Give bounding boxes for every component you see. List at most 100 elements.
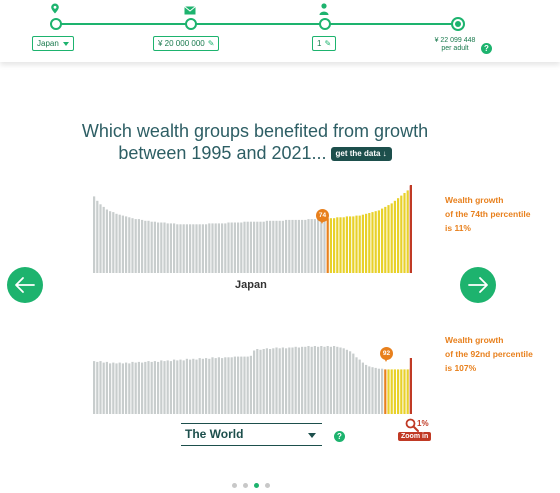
japan-bar-p3[interactable]	[99, 204, 102, 273]
japan-bar-p1[interactable]	[93, 196, 96, 273]
world-bar-p96[interactable]	[397, 369, 400, 414]
world-bar-p37[interactable]	[208, 358, 211, 414]
world-bar-p38[interactable]	[211, 357, 214, 414]
japan-bar-p11[interactable]	[125, 216, 128, 273]
japan-bar-p56[interactable]	[269, 220, 272, 273]
japan-bar-p79[interactable]	[342, 217, 345, 273]
world-bar-p87[interactable]	[368, 366, 371, 414]
world-bar-p45[interactable]	[233, 356, 236, 414]
japan-bar-p41[interactable]	[221, 223, 224, 273]
world-bar-p77[interactable]	[336, 346, 339, 414]
japan-bar-p36[interactable]	[205, 224, 208, 273]
japan-bar-p74[interactable]	[326, 218, 329, 273]
japan-bar-p26[interactable]	[173, 223, 176, 273]
world-bar-p21[interactable]	[157, 361, 160, 414]
world-bar-p74[interactable]	[326, 346, 329, 414]
japan-bar-p88[interactable]	[371, 212, 374, 273]
japan-bar-p38[interactable]	[211, 223, 214, 273]
japan-bar-p78[interactable]	[339, 217, 342, 273]
world-bar-p97[interactable]	[400, 369, 403, 414]
japan-bar-p63[interactable]	[291, 219, 294, 273]
japan-bar-p73[interactable]	[323, 219, 326, 273]
world-bar-p86[interactable]	[365, 364, 368, 414]
japan-bar-p17[interactable]	[144, 220, 147, 273]
country-select[interactable]: Japan	[32, 36, 74, 51]
world-bar-p82[interactable]	[352, 353, 355, 414]
japan-bar-p64[interactable]	[294, 219, 297, 273]
japan-bar-p65[interactable]	[297, 219, 300, 273]
world-bar-p2[interactable]	[96, 361, 99, 414]
world-bar-p36[interactable]	[205, 358, 208, 414]
world-bar-p33[interactable]	[195, 359, 198, 414]
world-bar-p9[interactable]	[118, 362, 121, 414]
japan-bar-p81[interactable]	[349, 216, 352, 273]
world-bar-p72[interactable]	[320, 346, 323, 414]
japan-bar-p97[interactable]	[400, 195, 403, 273]
world-bar-p20[interactable]	[153, 361, 156, 414]
world-bar-p17[interactable]	[144, 361, 147, 414]
world-bar-p70[interactable]	[313, 346, 316, 414]
world-top-percentile-bar[interactable]	[409, 358, 412, 414]
world-bar-p44[interactable]	[230, 357, 233, 414]
world-bar-p18[interactable]	[147, 361, 150, 414]
world-bar-p59[interactable]	[278, 348, 281, 414]
world-bar-p78[interactable]	[339, 347, 342, 415]
japan-bar-p77[interactable]	[336, 217, 339, 273]
world-bar-p12[interactable]	[128, 363, 131, 414]
japan-bar-p60[interactable]	[281, 220, 284, 273]
world-bar-p55[interactable]	[265, 348, 268, 414]
world-bar-p16[interactable]	[141, 362, 144, 414]
japan-bar-p85[interactable]	[361, 214, 364, 273]
japan-bar-p33[interactable]	[195, 224, 198, 273]
japan-bar-p54[interactable]	[262, 221, 265, 273]
percentile-marker-74[interactable]: 74	[316, 209, 329, 224]
japan-bar-p43[interactable]	[227, 222, 230, 274]
japan-bar-p57[interactable]	[272, 220, 275, 273]
world-bar-p76[interactable]	[333, 346, 336, 414]
japan-bar-p61[interactable]	[285, 219, 288, 273]
world-bar-p69[interactable]	[310, 346, 313, 414]
japan-bar-p45[interactable]	[233, 222, 236, 274]
world-bar-p29[interactable]	[182, 360, 185, 414]
japan-bar-p58[interactable]	[275, 220, 278, 273]
world-bar-p3[interactable]	[99, 361, 102, 414]
japan-bar-p51[interactable]	[253, 221, 256, 273]
world-bar-p5[interactable]	[105, 361, 108, 414]
japan-bar-p50[interactable]	[249, 221, 252, 273]
world-bar-p57[interactable]	[272, 348, 275, 414]
japan-bar-p86[interactable]	[365, 213, 368, 273]
japan-bar-p39[interactable]	[214, 223, 217, 273]
japan-bar-p93[interactable]	[387, 205, 390, 273]
japan-bar-p53[interactable]	[259, 221, 262, 273]
world-bar-p73[interactable]	[323, 346, 326, 414]
japan-bar-p4[interactable]	[102, 206, 105, 273]
step-node-household[interactable]	[319, 18, 331, 30]
world-bar-p28[interactable]	[179, 359, 182, 414]
world-bar-p84[interactable]	[358, 359, 361, 414]
world-bar-p83[interactable]	[355, 357, 358, 414]
japan-bar-p44[interactable]	[230, 222, 233, 274]
japan-bar-p83[interactable]	[355, 215, 358, 273]
japan-bar-p80[interactable]	[345, 216, 348, 273]
japan-bar-p72[interactable]	[320, 219, 323, 273]
world-bar-p40[interactable]	[217, 357, 220, 414]
world-bar-p71[interactable]	[317, 346, 320, 414]
next-slide-button[interactable]	[460, 267, 496, 303]
world-bar-p15[interactable]	[137, 361, 140, 414]
japan-bar-p10[interactable]	[121, 215, 124, 273]
japan-bar-p16[interactable]	[141, 219, 144, 273]
world-bar-p34[interactable]	[198, 358, 201, 414]
region-help-icon[interactable]: ?	[334, 431, 345, 442]
japan-bar-p89[interactable]	[374, 211, 377, 273]
japan-bar-p2[interactable]	[96, 200, 99, 273]
japan-bar-p8[interactable]	[115, 213, 118, 273]
japan-bar-p5[interactable]	[105, 209, 108, 274]
world-bar-p30[interactable]	[185, 358, 188, 414]
world-bar-p60[interactable]	[281, 347, 284, 415]
prev-slide-button[interactable]	[7, 267, 43, 303]
world-bar-p26[interactable]	[173, 359, 176, 414]
japan-bar-p14[interactable]	[134, 219, 137, 273]
percentile-marker-92[interactable]: 92	[380, 347, 393, 362]
world-bar-p23[interactable]	[163, 361, 166, 414]
step-node-income[interactable]	[185, 18, 197, 30]
